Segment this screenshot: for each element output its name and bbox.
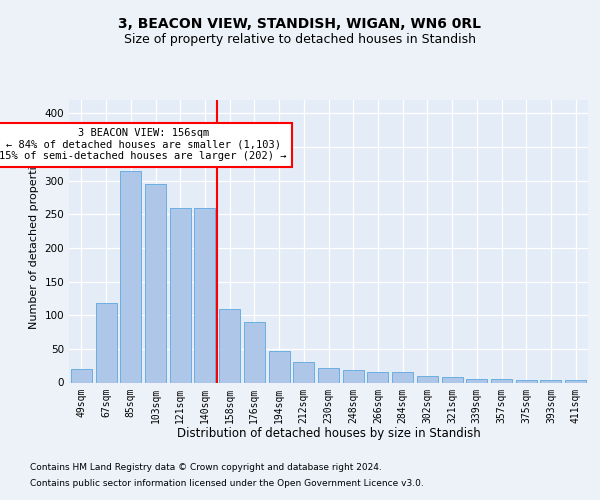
Bar	[120, 170, 141, 382]
Bar	[145, 184, 166, 382]
Bar	[442, 377, 463, 382]
Bar	[194, 208, 215, 382]
Bar	[269, 351, 290, 382]
Text: Distribution of detached houses by size in Standish: Distribution of detached houses by size …	[177, 428, 481, 440]
Bar	[466, 379, 487, 382]
Text: Contains public sector information licensed under the Open Government Licence v3: Contains public sector information licen…	[30, 478, 424, 488]
Bar	[293, 362, 314, 382]
Bar	[170, 208, 191, 382]
Text: 3, BEACON VIEW, STANDISH, WIGAN, WN6 0RL: 3, BEACON VIEW, STANDISH, WIGAN, WN6 0RL	[119, 18, 482, 32]
Text: Contains HM Land Registry data © Crown copyright and database right 2024.: Contains HM Land Registry data © Crown c…	[30, 464, 382, 472]
Text: 3 BEACON VIEW: 156sqm
← 84% of detached houses are smaller (1,103)
15% of semi-d: 3 BEACON VIEW: 156sqm ← 84% of detached …	[0, 128, 287, 162]
Bar	[417, 376, 438, 382]
Bar	[343, 370, 364, 382]
Bar	[392, 372, 413, 382]
Bar	[541, 380, 562, 382]
Bar	[219, 308, 240, 382]
Bar	[71, 369, 92, 382]
Bar	[95, 303, 116, 382]
Bar	[565, 380, 586, 382]
Bar	[516, 380, 537, 382]
Y-axis label: Number of detached properties: Number of detached properties	[29, 154, 39, 329]
Bar	[491, 379, 512, 382]
Bar	[318, 368, 339, 382]
Bar	[244, 322, 265, 382]
Bar	[367, 372, 388, 382]
Text: Size of property relative to detached houses in Standish: Size of property relative to detached ho…	[124, 32, 476, 46]
